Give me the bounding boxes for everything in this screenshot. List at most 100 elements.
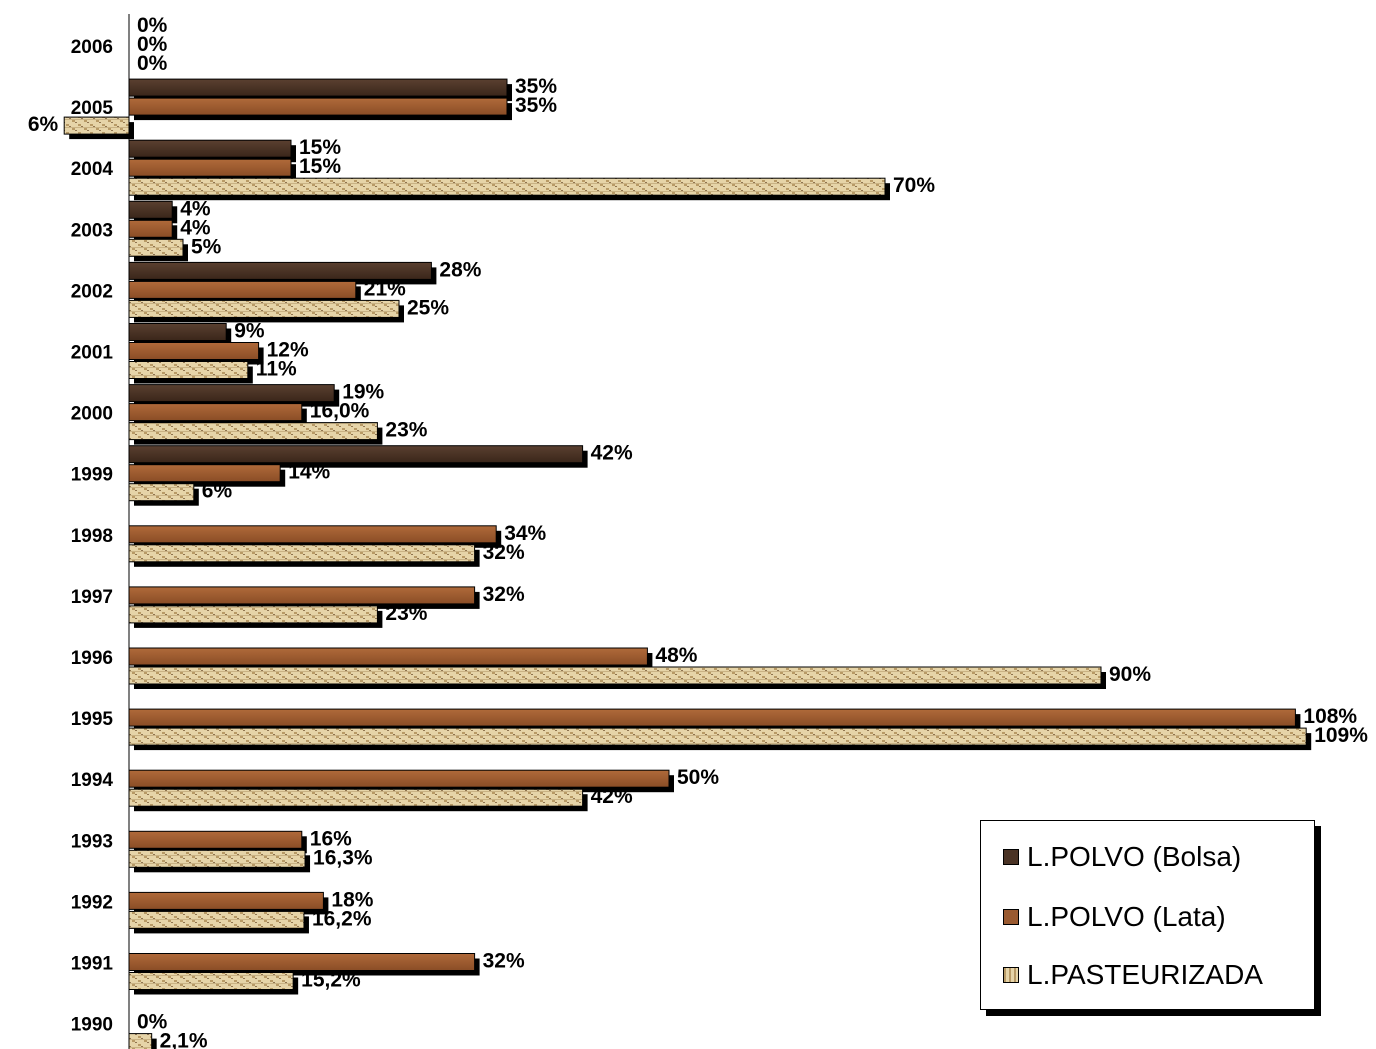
bar-lata-1994: [128, 769, 670, 788]
value-label-lata-2001: 12%: [267, 339, 309, 362]
bar-pasteurizada-1990: [128, 1033, 153, 1049]
bar-pasteurizada-1992: [128, 910, 305, 929]
value-label-pasteurizada-2001: 11%: [256, 358, 297, 381]
bar-lata-2004: [128, 158, 292, 177]
bar-lata-1998: [128, 525, 497, 544]
bar-lata-2000: [128, 403, 303, 422]
legend-label-lata: L.POLVO (Lata): [1027, 901, 1226, 932]
bar-pasteurizada-2000: [128, 422, 378, 441]
value-label-pasteurizada-1998: 32%: [483, 541, 525, 564]
value-label-lata-1997: 32%: [483, 583, 525, 606]
year-label-1999: 1999: [71, 465, 113, 486]
bar-pasteurizada-1991: [128, 972, 294, 990]
year-label-1995: 1995: [71, 709, 114, 730]
bar-lata-2002: [128, 280, 357, 299]
value-label-bolsa-1999: 42%: [591, 442, 633, 465]
value-label-pasteurizada-1990: 2,1%: [160, 1030, 208, 1049]
bar-pasteurizada-1997: [128, 605, 378, 624]
chart-legend: L.POLVO (Bolsa) L.POLVO (Lata) L.PASTEUR…: [980, 820, 1315, 1010]
value-label-pasteurizada-2006: 0%: [137, 52, 168, 75]
bar-pasteurizada-2003: [128, 238, 184, 257]
bar-bolsa-2003: [128, 200, 173, 219]
bar-lata-1993: [128, 830, 303, 849]
value-label-pasteurizada-2004: 70%: [893, 174, 935, 197]
value-label-lata-1996: 48%: [655, 644, 697, 667]
value-label-lata-2005: 35%: [515, 94, 557, 117]
value-label-pasteurizada-1997: 23%: [385, 602, 427, 625]
year-label-1994: 1994: [71, 770, 114, 791]
value-label-pasteurizada-2003: 5%: [191, 235, 222, 258]
value-label-pasteurizada-2000: 23%: [385, 419, 427, 442]
bar-lata-1996: [128, 647, 648, 666]
year-label-2003: 2003: [71, 220, 113, 241]
bar-pasteurizada-1995: [128, 727, 1307, 746]
bar-bolsa-2001: [128, 323, 227, 341]
year-label-2005: 2005: [71, 98, 114, 119]
bar-pasteurizada-1998: [128, 544, 476, 563]
bar-pasteurizada-1996: [128, 666, 1102, 685]
value-label-pasteurizada-1996: 90%: [1109, 663, 1151, 686]
value-label-lata-1998: 34%: [504, 522, 546, 545]
bar-pasteurizada-2005: [63, 116, 130, 135]
bar-lata-2005: [128, 97, 508, 116]
bar-lata-2003: [128, 219, 173, 238]
value-label-lata-1991: 32%: [483, 950, 525, 973]
value-label-bolsa-2000: 19%: [342, 381, 384, 404]
bar-bolsa-1999: [128, 445, 584, 464]
bar-lata-1992: [128, 891, 324, 910]
year-label-1992: 1992: [71, 892, 113, 913]
value-label-bolsa-2002: 28%: [439, 258, 481, 281]
legend-swatch-bolsa: [1003, 849, 1019, 865]
year-label-1991: 1991: [71, 954, 114, 975]
value-label-lata-2006: 0%: [137, 33, 168, 56]
bar-pasteurizada-2004: [128, 177, 886, 196]
value-label-lata-1995: 108%: [1303, 705, 1357, 728]
year-label-2001: 2001: [71, 343, 114, 364]
legend-swatch-lata: [1003, 909, 1019, 925]
value-label-lata-1999: 14%: [288, 461, 330, 484]
value-label-pasteurizada-1992: 16,2%: [312, 907, 372, 930]
value-label-pasteurizada-1993: 16,3%: [313, 846, 373, 869]
bar-bolsa-2000: [128, 384, 335, 403]
value-label-lata-2003: 4%: [180, 216, 211, 239]
value-label-bolsa-2003: 4%: [180, 197, 211, 220]
legend-item-lata: L.POLVO (Lata): [1003, 901, 1226, 933]
bar-pasteurizada-2002: [128, 299, 400, 318]
bar-bolsa-2005: [128, 78, 508, 97]
value-label-lata-2004: 15%: [299, 155, 341, 178]
value-label-pasteurizada-1999: 6%: [202, 480, 233, 503]
year-label-1996: 1996: [71, 648, 113, 669]
value-label-bolsa-2004: 15%: [299, 136, 341, 159]
value-label-bolsa-2001: 9%: [234, 320, 265, 343]
bar-pasteurizada-1994: [128, 788, 584, 807]
value-label-lata-2002: 21%: [364, 277, 406, 300]
bar-lata-1995: [128, 708, 1296, 727]
year-label-1998: 1998: [71, 526, 113, 547]
value-label-lata-1990: 0%: [137, 1011, 168, 1034]
value-label-pasteurizada-1994: 42%: [591, 785, 633, 808]
year-label-1990: 1990: [71, 1015, 113, 1036]
legend-label-bolsa: L.POLVO (Bolsa): [1027, 841, 1242, 872]
bar-pasteurizada-2001: [128, 361, 249, 379]
bar-pasteurizada-1999: [128, 483, 195, 502]
year-label-2002: 2002: [71, 281, 113, 302]
year-label-2004: 2004: [71, 159, 114, 180]
year-label-2000: 2000: [71, 404, 113, 425]
value-label-lata-1994: 50%: [677, 766, 719, 789]
year-label-2006: 2006: [71, 37, 113, 58]
value-label-bolsa-2006: 0%: [137, 14, 168, 37]
year-label-1997: 1997: [71, 587, 113, 608]
legend-label-pasteurizada: L.PASTEURIZADA: [1027, 959, 1263, 990]
value-label-lata-1993: 16%: [310, 827, 352, 850]
legend-item-bolsa: L.POLVO (Bolsa): [1003, 841, 1241, 873]
value-label-pasteurizada-2005: 6%: [28, 113, 59, 136]
bar-lata-2001: [128, 342, 260, 360]
value-label-lata-1992: 18%: [331, 888, 373, 911]
value-label-lata-2000: 16,0%: [310, 400, 370, 423]
value-label-pasteurizada-2002: 25%: [407, 296, 449, 319]
year-label-1993: 1993: [71, 831, 113, 852]
legend-item-pasteurizada: L.PASTEURIZADA: [1003, 959, 1263, 991]
value-label-pasteurizada-1995: 109%: [1314, 724, 1368, 747]
legend-swatch-pasteurizada: [1003, 967, 1019, 983]
